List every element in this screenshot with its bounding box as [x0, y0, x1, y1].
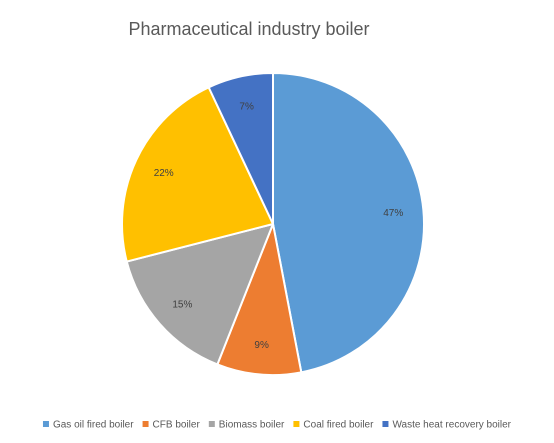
pie-slice-coal-fired-boiler: [121, 86, 274, 263]
legend-swatch-gas-oil-fired-boiler: [42, 421, 49, 427]
legend-label-gas-oil-fired-boiler: Gas oil fired boiler: [53, 420, 134, 431]
legend-label-cfb-boiler: CFB boiler: [153, 420, 201, 431]
pie-slice-gas-oil-fired-boiler: [272, 72, 425, 374]
chart-title: Pharmaceutical industry boiler: [128, 19, 369, 39]
data-label-coal-fired-boiler: 22%: [154, 168, 174, 179]
legend-item-biomass-boiler: Biomass boiler: [208, 420, 285, 431]
legend-swatch-waste-heat-recovery-boiler: [382, 421, 389, 427]
pie-slice-cfb-boiler: [216, 223, 303, 377]
legend-label-waste-heat-recovery-boiler: Waste heat recovery boiler: [392, 420, 511, 431]
legend-swatch-cfb-boiler: [142, 421, 149, 427]
pie-labels: 47% 9% 15% 22% 7%: [154, 102, 404, 351]
legend-item-coal-fired-boiler: Coal fired boiler: [293, 420, 374, 431]
legend-swatch-coal-fired-boiler: [293, 421, 300, 427]
data-label-biomass-boiler: 15%: [172, 299, 192, 310]
legend: Gas oil fired boiler CFB boiler Biomass bo…: [42, 420, 512, 431]
legend-label-coal-fired-boiler: Coal fired boiler: [303, 420, 374, 431]
pie-slice-waste-heat-recovery-boiler: [207, 72, 274, 225]
legend-item-waste-heat-recovery-boiler: Waste heat recovery boiler: [382, 420, 512, 431]
data-label-cfb-boiler: 9%: [254, 340, 269, 351]
legend-swatch-biomass-boiler: [208, 421, 215, 427]
legend-item-cfb-boiler: CFB boiler: [142, 420, 201, 431]
pie-slice-biomass-boiler: [125, 223, 274, 366]
data-label-waste-heat-recovery-boiler: 7%: [239, 102, 254, 113]
pie-slices: [121, 72, 425, 377]
legend-item-gas-oil-fired-boiler: Gas oil fired boiler: [42, 420, 134, 431]
legend-label-biomass-boiler: Biomass boiler: [219, 420, 285, 431]
data-label-gas-oil-fired-boiler: 47%: [383, 208, 403, 219]
